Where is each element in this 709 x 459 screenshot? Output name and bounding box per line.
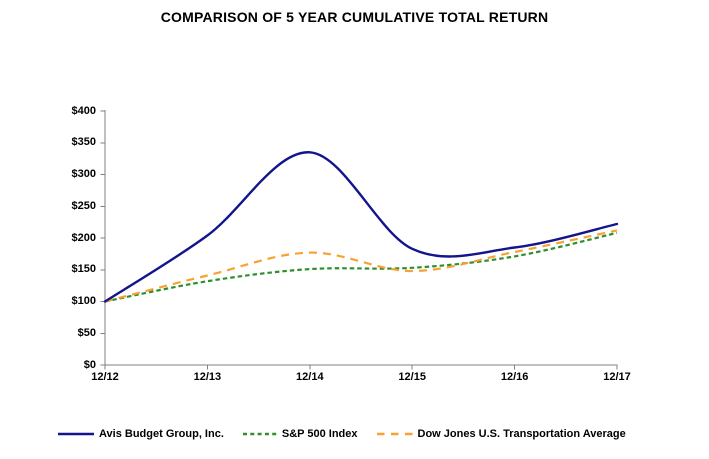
- y-tick-label: $250: [71, 199, 96, 212]
- x-tick-label: 12/14: [296, 371, 324, 383]
- x-tick-label: 12/15: [398, 371, 426, 383]
- series-line-2: [104, 229, 618, 303]
- y-tick-label: $100: [71, 295, 96, 307]
- y-tick-label: $300: [71, 168, 96, 180]
- legend-item-sp500: S&P 500 Index: [242, 428, 358, 440]
- y-tick-label: $150: [71, 263, 96, 276]
- y-tick-label: $50: [77, 326, 96, 339]
- legend-label-dow-transport: Dow Jones U.S. Transportation Average: [417, 428, 626, 440]
- y-tick-label: $200: [71, 231, 96, 244]
- y-tick-label: $400: [71, 104, 96, 117]
- y-tick-label: $0: [83, 358, 96, 371]
- series-line-0: [103, 151, 619, 303]
- series-line-1: [104, 231, 618, 303]
- chart-title: COMPARISON OF 5 YEAR CUMULATIVE TOTAL RE…: [160, 9, 549, 25]
- y-tick-label: $350: [71, 136, 96, 149]
- legend: Avis Budget Group, Inc. S&P 500 Index Do…: [58, 428, 626, 440]
- solid-line-swatch-icon: [58, 432, 94, 436]
- short-dash-swatch-icon: [242, 432, 277, 436]
- legend-label-sp500: S&P 500 Index: [281, 428, 358, 440]
- legend-label-avis: Avis Budget Group, Inc.: [99, 428, 224, 440]
- x-tick-label: 12/12: [91, 371, 119, 383]
- x-tick-label: 12/17: [603, 371, 631, 383]
- x-tick-label: 12/16: [500, 371, 529, 383]
- legend-item-dow-transport: Dow Jones U.S. Transportation Average: [376, 428, 626, 440]
- legend-item-avis: Avis Budget Group, Inc.: [58, 428, 224, 440]
- x-tick-label: 12/13: [193, 371, 222, 383]
- long-dash-swatch-icon: [376, 432, 413, 436]
